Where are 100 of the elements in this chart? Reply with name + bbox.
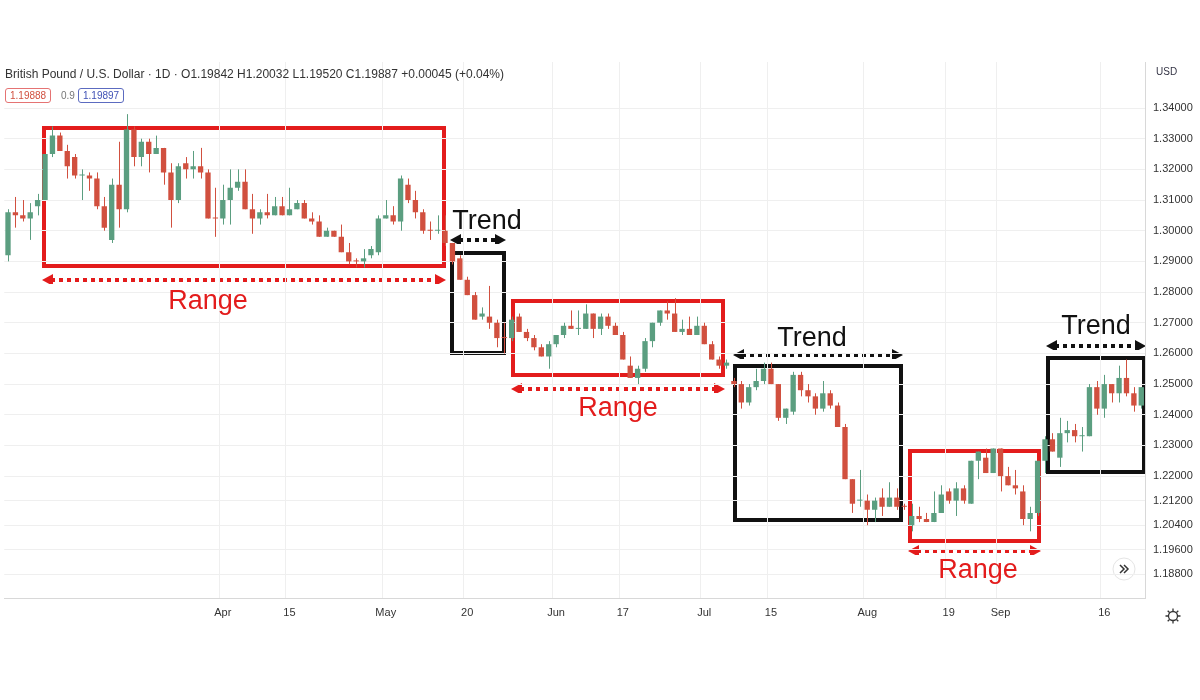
candlestick	[1027, 506, 1033, 532]
candlestick	[64, 144, 70, 180]
candlestick	[509, 316, 515, 342]
candlestick	[909, 503, 915, 532]
candlestick	[753, 368, 759, 391]
candlestick	[627, 355, 633, 379]
annotation: Range	[168, 284, 248, 316]
x-tick-label: 19	[942, 606, 955, 619]
candlestick	[634, 365, 641, 385]
candlestick	[12, 196, 19, 229]
candlestick	[501, 322, 507, 354]
y-tick-label: 1.32000	[1153, 162, 1193, 175]
candlestick	[805, 383, 811, 403]
candlestick	[264, 193, 270, 219]
candlestick	[101, 196, 107, 232]
annotation: Range	[938, 553, 1018, 585]
annotation: 0.9	[60, 89, 76, 102]
candlestick	[146, 138, 152, 173]
y-tick-label: 1.25000	[1153, 377, 1193, 390]
x-tick-label: Apr	[214, 606, 232, 619]
annotation: 1.19897	[78, 88, 125, 103]
candlestick	[664, 300, 670, 321]
y-axis-title: USD	[1156, 66, 1178, 77]
candlestick	[227, 168, 233, 226]
candlestick	[390, 205, 396, 226]
annotation: Trend	[777, 321, 847, 353]
candlestick	[975, 451, 982, 480]
x-tick-label: 15	[283, 606, 296, 619]
candlestick	[420, 208, 426, 235]
candlestick	[220, 184, 226, 226]
y-tick-label: 1.27000	[1153, 315, 1193, 328]
candlestick	[1049, 432, 1056, 453]
candlestick	[649, 322, 656, 348]
candlestick	[353, 257, 359, 269]
candlestick	[746, 383, 752, 407]
y-tick-label: 1.33000	[1153, 131, 1193, 144]
annotation: Trend	[452, 204, 522, 236]
candlestick	[1116, 365, 1122, 403]
candlestick	[442, 214, 448, 247]
candlestick	[486, 285, 493, 330]
y-tick-label: 1.34000	[1153, 101, 1193, 114]
candlestick	[360, 248, 367, 269]
candlestick	[857, 469, 863, 508]
candlestick	[879, 487, 885, 517]
x-tick-label: Aug	[857, 606, 878, 619]
candlestick	[86, 171, 93, 192]
candlestick	[575, 309, 582, 336]
candlestick	[568, 309, 574, 330]
x-tick-label: 16	[1098, 606, 1111, 619]
candlestick	[1138, 386, 1144, 410]
candlestick	[286, 187, 293, 216]
candlestick	[738, 380, 744, 410]
y-tick-label: 1.31000	[1153, 193, 1193, 206]
candlestick	[72, 153, 78, 180]
candlestick	[138, 138, 144, 167]
y-tick-label: 1.24000	[1153, 407, 1193, 420]
x-tick-label: Jul	[697, 606, 712, 619]
candlestick	[1042, 435, 1048, 474]
x-tick-label: 17	[616, 606, 629, 619]
candlestick	[1079, 426, 1085, 453]
x-tick-label: Sep	[990, 606, 1011, 619]
x-tick-label: May	[375, 606, 397, 619]
chart-title: British Pound / U.S. Dollar · 1D · O1.19842 H1.20032 L1.19520 C1.19887 +0.00045 (+0.04%)	[5, 67, 504, 81]
candlestick	[49, 125, 56, 158]
candlestick	[494, 319, 500, 348]
candlestick	[249, 193, 256, 235]
candlestick	[27, 202, 33, 241]
candlestick	[827, 389, 833, 410]
candlestick	[546, 340, 552, 370]
y-tick-label: 1.18800	[1153, 567, 1193, 580]
candlestick	[405, 178, 411, 204]
y-tick-label: 1.29000	[1153, 254, 1193, 267]
candlestick	[871, 497, 878, 523]
candlestick	[1123, 359, 1130, 397]
candlestick	[183, 156, 189, 180]
candlestick	[583, 303, 589, 330]
candlestick	[427, 221, 433, 241]
annotation: Range	[578, 391, 658, 423]
candlestick	[57, 132, 63, 152]
candlestick	[1109, 383, 1115, 403]
candlestick	[590, 313, 596, 339]
candlestick	[760, 362, 767, 385]
y-tick-label: 1.19600	[1153, 542, 1193, 555]
candlestick	[709, 340, 715, 361]
candlestick	[212, 187, 219, 238]
candlestick	[953, 481, 959, 517]
candlestick	[931, 490, 937, 523]
candlestick	[1131, 386, 1137, 413]
y-tick-label: 1.23000	[1153, 438, 1193, 451]
candlestick	[820, 380, 826, 413]
candlestick	[20, 199, 26, 223]
candlestick	[190, 150, 196, 180]
candlestick	[234, 168, 241, 192]
y-tick-label: 1.26000	[1153, 346, 1193, 359]
candlestick	[1094, 380, 1100, 416]
candlestick	[894, 487, 900, 511]
annotation: 1.19888	[5, 88, 52, 103]
candlestick	[960, 484, 967, 505]
candlestick	[412, 190, 419, 219]
candlestick	[434, 214, 441, 235]
